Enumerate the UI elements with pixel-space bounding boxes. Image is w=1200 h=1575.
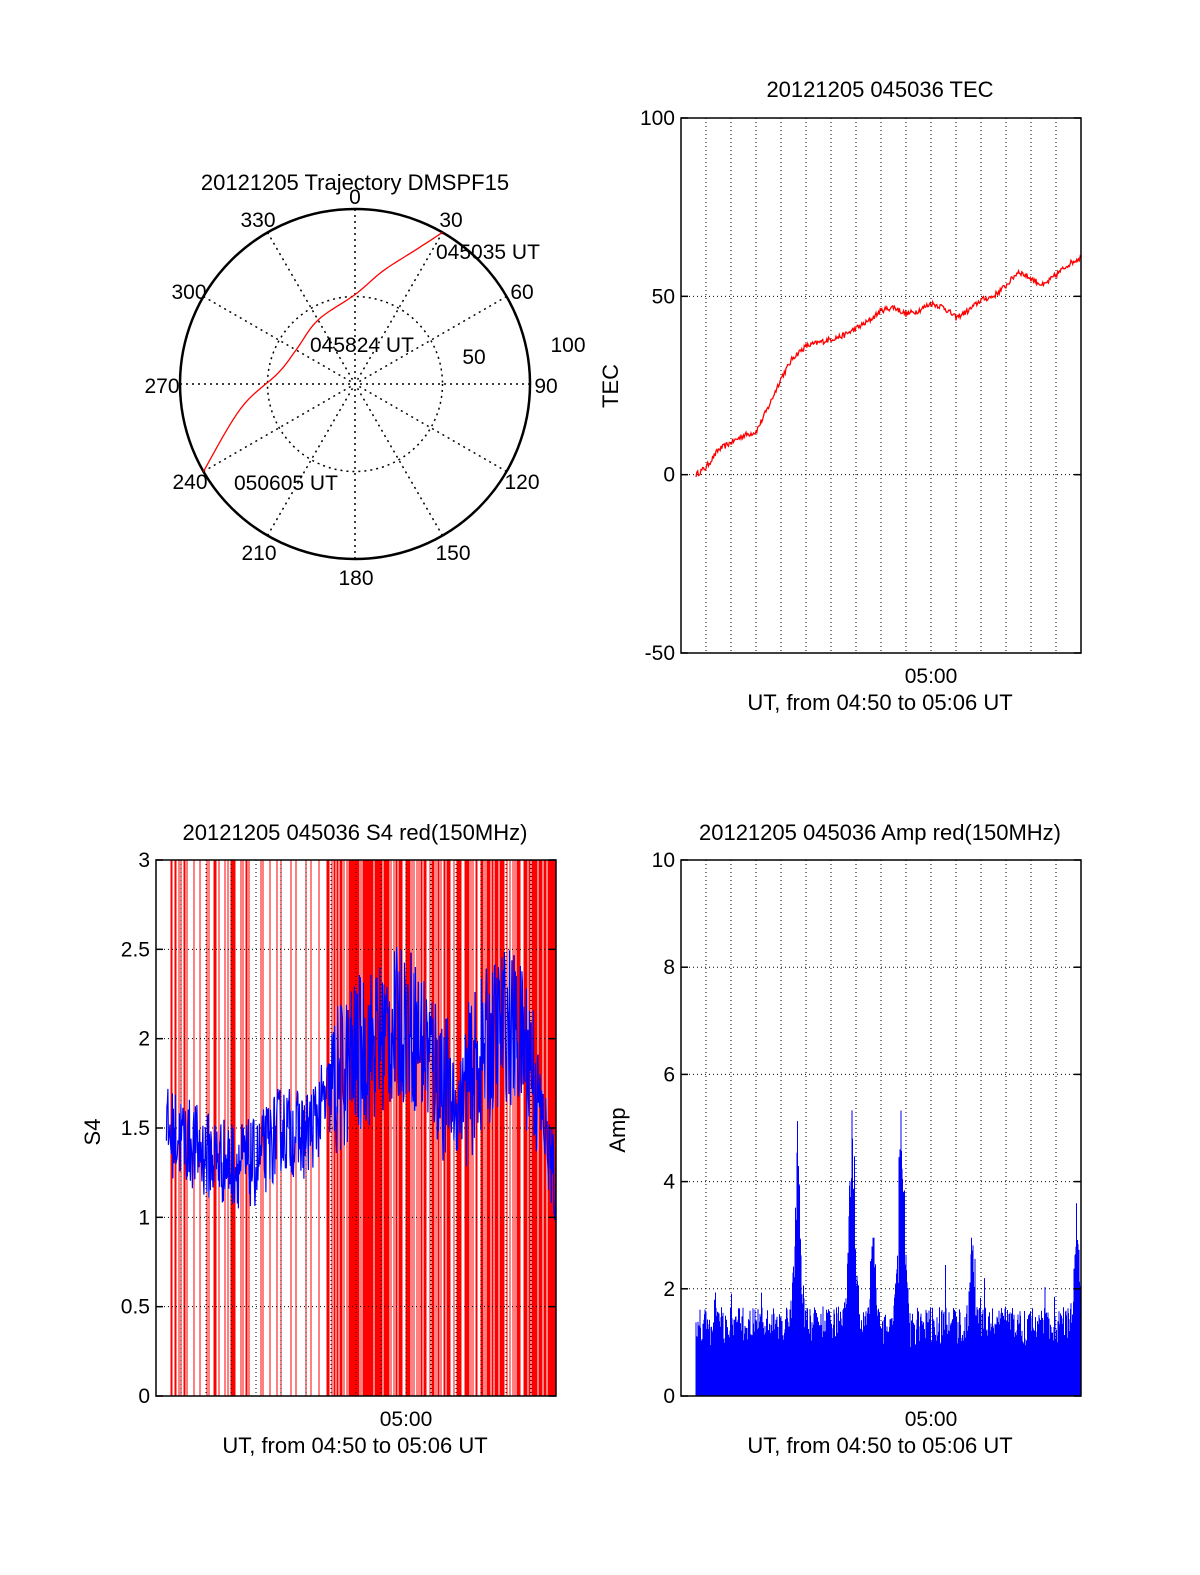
y-tick-label: 2.5: [121, 938, 150, 961]
polar-angle-label: 0: [349, 186, 361, 209]
amp-x-tick-label: 05:00: [905, 1408, 958, 1431]
y-tick-label: 4: [663, 1171, 675, 1194]
y-tick-label: 0.5: [121, 1296, 150, 1319]
trajectory-line: [202, 231, 443, 472]
trajectory-panel: 20121205 Trajectory DMSPF15 0 30 60 90 120 15…: [144, 170, 585, 590]
trajectory-title: 20121205 Trajectory DMSPF15: [201, 170, 509, 195]
polar-angle-label: 60: [510, 281, 533, 304]
tec-y-ticks: -50 0 50 100: [640, 107, 1081, 665]
amp-series: [695, 1110, 1081, 1396]
polar-angle-label: 330: [240, 209, 275, 232]
y-tick-label: 0: [663, 1385, 675, 1408]
amp-y-ticks: 0 2 4 6 8 10: [652, 849, 1081, 1408]
amp-plot-frame: [680, 859, 1082, 1397]
polar-angle-label: 240: [172, 471, 207, 494]
y-tick-label: 0: [663, 464, 675, 487]
s4-x-tick-label: 05:00: [380, 1408, 433, 1431]
polar-angle-label: 270: [144, 375, 179, 398]
y-tick-label: 1.5: [121, 1117, 150, 1140]
s4-blue-series: [165, 946, 557, 1221]
polar-angle-label: 30: [439, 209, 462, 232]
s4-y-ticks: 0 0.5 1 1.5 2 2.5 3: [121, 849, 556, 1408]
amp-grid: [681, 860, 1081, 1396]
y-tick-label: 50: [652, 285, 675, 308]
tec-title: 20121205 045036 TEC: [766, 77, 993, 102]
y-tick-label: 1: [138, 1206, 150, 1229]
trajectory-annotation-mid: 045824 UT: [310, 334, 414, 357]
polar-angle-label: 120: [504, 471, 539, 494]
polar-angle-label: 210: [241, 542, 276, 565]
amp-x-axis-label: UT, from 04:50 to 05:06 UT: [747, 1433, 1012, 1458]
y-tick-label: 10: [652, 849, 675, 872]
y-tick-label: 8: [663, 956, 675, 979]
y-tick-label: 2: [663, 1278, 675, 1301]
trajectory-annotation-start: 045035 UT: [436, 241, 540, 264]
amp-title: 20121205 045036 Amp red(150MHz): [699, 820, 1061, 845]
tec-panel: 20121205 045036 TEC -50 0 50 100 05:00 UT, …: [598, 77, 1082, 715]
tec-x-tick-label: 05:00: [905, 665, 958, 688]
polar-angle-label: 300: [171, 281, 206, 304]
s4-y-axis-label: S4: [80, 1119, 105, 1146]
polar-radial-label-50: 50: [462, 346, 485, 369]
amp-y-axis-label: Amp: [605, 1107, 630, 1152]
y-tick-label: 6: [663, 1063, 675, 1086]
s4-plot-frame: [155, 859, 557, 1397]
tec-y-axis-label: TEC: [598, 364, 623, 408]
s4-title: 20121205 045036 S4 red(150MHz): [183, 820, 528, 845]
tec-grid: [681, 118, 1081, 653]
tec-series-line: [695, 254, 1082, 478]
y-tick-label: 3: [138, 849, 150, 872]
polar-angle-labels: 0 30 60 90 120 150 180 210 240 270 300 330: [144, 186, 557, 590]
polar-outer-ring: [178, 207, 532, 561]
amp-panel: 20121205 045036 Amp red(150MHz) 0246810 …: [605, 820, 1082, 1458]
polar-angle-label: 180: [338, 567, 373, 590]
trajectory-annotation-end: 050605 UT: [234, 472, 338, 495]
y-tick-label: 100: [640, 107, 675, 130]
polar-angle-label: 90: [534, 375, 557, 398]
tec-x-axis-label: UT, from 04:50 to 05:06 UT: [747, 690, 1012, 715]
s4-x-axis-label: UT, from 04:50 to 05:06 UT: [222, 1433, 487, 1458]
s4-panel: 20121205 045036 S4 red(150MHz) 0 0.5 1 1.5 2…: [80, 820, 557, 1458]
polar-grid-ring: [266, 295, 444, 473]
tec-plot-frame: [680, 117, 1082, 654]
polar-grid: [180, 209, 530, 559]
y-tick-label: 0: [138, 1385, 150, 1408]
y-tick-label: -50: [645, 642, 675, 665]
y-tick-label: 2: [138, 1028, 150, 1051]
polar-radial-label-100: 100: [550, 334, 585, 357]
polar-angle-label: 150: [435, 542, 470, 565]
polar-grid-spoke: [266, 232, 444, 536]
